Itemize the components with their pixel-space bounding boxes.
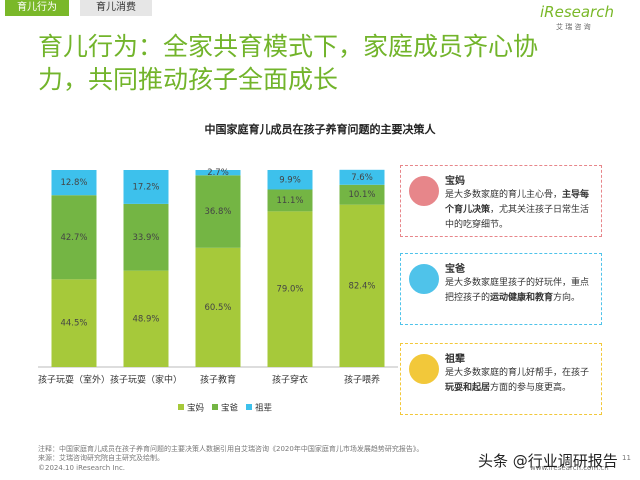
value-label: 2.7%	[207, 168, 229, 178]
persona-card: 宝妈 是大多数家庭的育儿主心骨，主导每个育儿决策，尤其关注孩子日常生活中的吃穿细节…	[400, 165, 602, 237]
desc-run: 主导每个育儿决策	[445, 190, 590, 215]
persona-name: 宝爸	[445, 264, 465, 275]
logo: iResearch	[540, 3, 614, 21]
desc-run: ，尤其关注孩子日常生活中的吃穿细节。	[445, 205, 590, 230]
bar-segment	[123, 270, 169, 367]
x-tick-label: 孩子玩耍（家中）	[110, 374, 182, 386]
desc-run: 是大多数家庭里孩子的好玩伴，重点把控孩子的	[445, 278, 590, 303]
tab[interactable]: 育儿行为	[5, 0, 69, 16]
value-label: 60.5%	[204, 303, 231, 313]
bar-segment	[267, 170, 313, 190]
desc-run: 玩耍和起居	[445, 383, 491, 393]
legend-swatch	[246, 404, 252, 410]
desc-run: 方向。	[553, 293, 581, 303]
tab[interactable]: 育儿消费	[80, 0, 152, 16]
persona-card: 祖辈 是大多数家庭的育儿好帮手，在孩子玩耍和起居方面的参与度更高。	[400, 343, 602, 415]
value-label: 7.6%	[351, 173, 373, 183]
note: 注释：中国家庭育儿成员在孩子养育问题的主要决策人数据引用自艾瑞咨询《2020年中…	[38, 445, 424, 453]
bar-segment	[195, 170, 241, 176]
desc-run: 是大多数家庭的育儿主心骨，	[445, 190, 563, 200]
x-tick-label: 孩子玩耍（室外）	[38, 374, 110, 386]
avatar	[407, 352, 441, 386]
persona-desc: 是大多数家庭的育儿好帮手，在孩子玩耍和起居方面的参与度更高。	[445, 366, 597, 396]
url: www.iresearch.com.cn	[530, 464, 609, 472]
legend-label: 宝妈	[187, 403, 204, 414]
legend-label: 祖辈	[255, 403, 273, 414]
bar-segment	[339, 184, 385, 205]
value-label: 44.5%	[60, 319, 87, 329]
value-label: 17.2%	[132, 182, 159, 192]
desc-run: 方面的参与度更高。	[490, 383, 572, 393]
avatar	[407, 262, 441, 296]
value-label: 48.9%	[132, 314, 159, 324]
bar-segment	[123, 170, 169, 204]
persona-name: 祖辈	[445, 354, 465, 365]
value-label: 12.8%	[60, 178, 87, 188]
bar-segment	[267, 211, 313, 367]
legend-swatch	[212, 404, 218, 410]
persona-name: 宝妈	[445, 176, 465, 187]
bar-segment	[51, 170, 97, 196]
bar-segment	[339, 204, 385, 367]
value-label: 42.7%	[60, 233, 87, 243]
bar-segment	[195, 175, 241, 248]
watermark: 头条 @行业调研报告	[478, 452, 618, 470]
bar-segment	[267, 189, 313, 212]
desc-run: 运动健康和教育	[490, 293, 554, 303]
source: 来源：艾瑞咨询研究院自主研究及绘制。	[38, 454, 164, 462]
avatar	[407, 174, 441, 208]
value-label: 11.1%	[276, 196, 303, 206]
persona-desc: 是大多数家庭的育儿主心骨，主导每个育儿决策，尤其关注孩子日常生活中的吃穿细节。	[445, 188, 597, 233]
value-label: 9.9%	[279, 175, 301, 185]
bar-segment	[51, 279, 97, 367]
value-label: 33.9%	[132, 233, 159, 243]
x-tick-label: 孩子喂养	[344, 374, 380, 386]
value-label: 79.0%	[276, 285, 303, 295]
bar-segment	[339, 169, 385, 185]
value-label: 82.4%	[348, 281, 375, 291]
page-number: 11	[622, 454, 631, 462]
persona-desc: 是大多数家庭里孩子的好玩伴，重点把控孩子的运动健康和教育方向。	[445, 276, 597, 306]
bar-segment	[123, 203, 169, 271]
bar-segment	[195, 247, 241, 367]
legend-swatch	[178, 404, 184, 410]
x-tick-label: 孩子穿衣	[272, 374, 308, 386]
copyright: ©2024.10 iResearch Inc.	[38, 464, 126, 472]
value-label: 10.1%	[348, 190, 375, 200]
chart-title: 中国家庭育儿成员在孩子养育问题的主要决策人	[205, 122, 437, 136]
logo-sub: 艾 瑞 咨 询	[556, 23, 591, 31]
bar-segment	[51, 195, 97, 280]
x-tick-label: 孩子教育	[200, 374, 236, 386]
persona-card: 宝爸 是大多数家庭里孩子的好玩伴，重点把控孩子的运动健康和教育方向。	[400, 253, 602, 325]
legend-label: 宝爸	[221, 403, 239, 414]
value-label: 36.8%	[204, 207, 231, 217]
slide-title: 育儿行为：全家共育模式下，家庭成员齐心协力，共同推动孩子全面成长	[38, 32, 539, 94]
desc-run: 是大多数家庭的育儿好帮手，在孩子	[445, 368, 590, 378]
